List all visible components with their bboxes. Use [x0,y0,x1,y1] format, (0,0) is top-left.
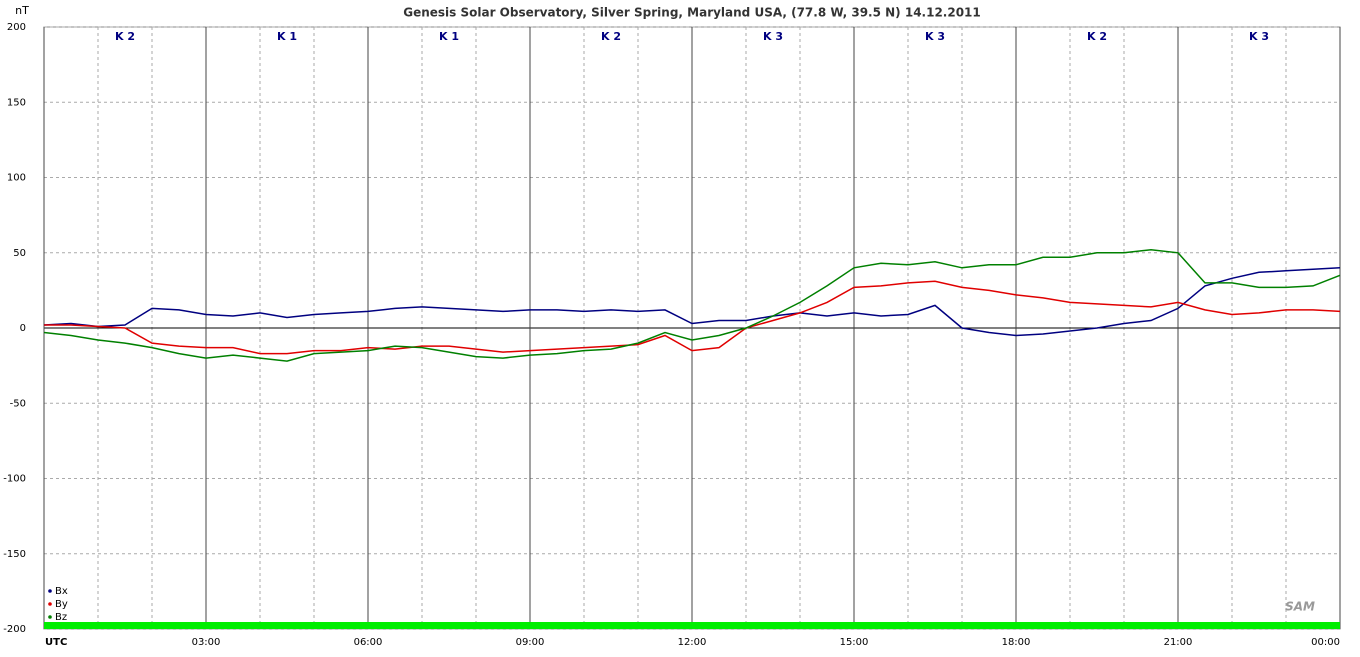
y-tick-label: 50 [13,248,26,259]
legend-label: Bz [55,612,67,623]
k-index-label: K 2 [1087,30,1107,43]
x-tick-label: 18:00 [1002,637,1031,648]
legend-marker [48,615,52,619]
x-tick-label: 12:00 [678,637,707,648]
x-tick-label: 00:00 [1311,637,1340,648]
y-tick-label: -150 [3,549,26,560]
series-line [43,267,1341,337]
legend-marker [48,589,52,593]
x-tick-label: 09:00 [516,637,545,648]
legend-label: By [55,599,68,610]
legend-marker [48,602,52,606]
y-tick-label: -50 [10,398,26,409]
logo: SAM [1285,600,1315,614]
y-tick-label: -100 [3,474,26,485]
data-quality-bar [44,622,1340,629]
series-line [44,280,1341,355]
k-index-label: K 3 [925,30,945,43]
k-index-label: K 3 [1249,30,1269,43]
y-tick-label: 200 [7,22,26,33]
y-tick-label: 100 [7,173,26,184]
y-tick-label: 150 [7,97,26,108]
series-line [43,248,1341,362]
x-tick-label: 03:00 [192,637,221,648]
k-index-label: K 2 [115,30,135,43]
k-index-label: K 3 [763,30,783,43]
legend-label: Bx [55,586,68,597]
y-tick-label: 0 [20,323,26,334]
x-tick-label: 06:00 [354,637,383,648]
x-tick-label: 21:00 [1164,637,1193,648]
k-index-label: K 1 [277,30,297,43]
x-tick-label: 15:00 [840,637,869,648]
chart-title: Genesis Solar Observatory, Silver Spring… [403,6,981,20]
y-tick-label: -200 [3,624,26,635]
y-axis-label: nT [15,4,29,17]
k-index-label: K 2 [601,30,621,43]
k-index-label: K 1 [439,30,459,43]
x-tick-label: UTC [45,637,67,648]
